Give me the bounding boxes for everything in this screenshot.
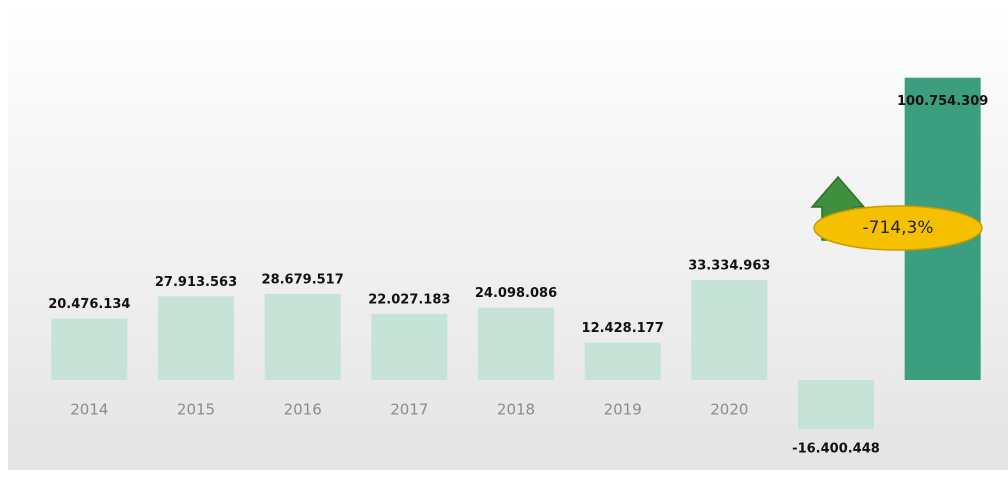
value-label: -16.400.448: [792, 442, 880, 457]
bar: [264, 293, 341, 380]
value-label: 12.428.177: [582, 321, 664, 336]
bar: [51, 318, 128, 380]
bar: [478, 307, 554, 380]
bar: [371, 313, 448, 380]
value-label: 27.913.563: [155, 275, 237, 290]
value-label: 22.027.183: [368, 292, 450, 307]
value-label: 28.679.517: [262, 272, 344, 287]
value-label: 20.476.134: [48, 297, 130, 312]
x-tick-label: 2017: [390, 401, 428, 419]
x-tick-label: 2015: [177, 401, 215, 419]
bar: [158, 296, 234, 380]
value-label: 100.754.309: [897, 94, 988, 109]
x-tick-label: 2019: [604, 401, 642, 419]
value-label: 24.098.086: [475, 286, 557, 301]
x-tick-label: 2014: [70, 401, 108, 419]
x-tick-label: 2016: [284, 401, 322, 419]
x-tick-label: 2018: [497, 401, 535, 419]
bar: [691, 279, 768, 380]
x-tick-label: 2020: [710, 401, 748, 419]
bar: [798, 380, 874, 430]
annotation: -714,3%: [863, 218, 934, 238]
bar: [584, 342, 661, 380]
value-label: 33.334.963: [688, 258, 770, 273]
annotation-ellipse: [813, 205, 983, 251]
